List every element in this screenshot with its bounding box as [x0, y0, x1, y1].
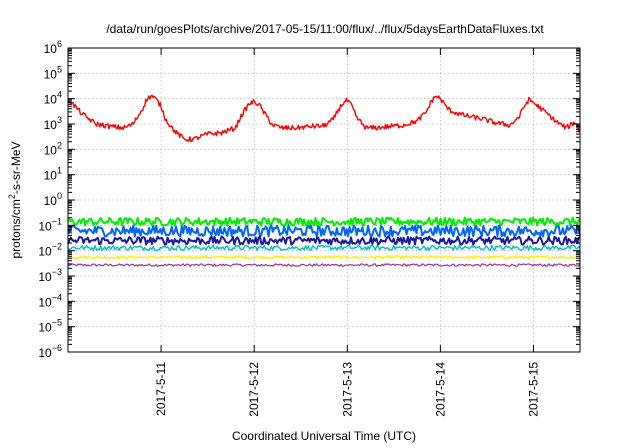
series-line: [67, 224, 581, 238]
x-tick-label: 2017-5-11: [154, 362, 168, 416]
x-tick-label: 2017-5-15: [526, 362, 540, 417]
y-tick-label: 10−6: [38, 343, 62, 360]
y-tick-label: 105: [44, 64, 62, 81]
series-line: [67, 263, 581, 267]
y-axis-label: protons/cm2-s-sr-MeV: [7, 141, 23, 258]
axis-ticks: 10−6 10−5 10−4 10−3 10−2 10−1 100 101 102 103 104 1…: [38, 39, 580, 417]
y-axis-label-superscript: 2: [7, 194, 17, 199]
series-line: [67, 94, 581, 143]
y-tick-label: 10−2: [38, 242, 62, 259]
y-axis-label-part: protons/cm: [9, 199, 23, 258]
y-tick-label: 104: [44, 90, 62, 107]
grid: [68, 48, 580, 352]
y-tick-label: 100: [44, 191, 62, 208]
y-tick-label: 10−1: [38, 216, 62, 233]
x-tick-label: 2017-5-14: [433, 362, 447, 417]
series-line: [67, 216, 581, 227]
y-tick-label: 10−4: [38, 292, 62, 309]
x-tick-label: 2017-5-12: [247, 362, 261, 417]
y-tick-label: 10−3: [38, 267, 62, 284]
series-line: [67, 255, 581, 260]
y-axis-label-part: -s-sr-MeV: [9, 141, 23, 194]
x-tick-label: 2017-5-13: [340, 362, 354, 417]
y-tick-label: 102: [44, 140, 62, 157]
series-line: [67, 235, 581, 246]
chart-title: /data/run/goesPlots/archive/2017-05-15/1…: [106, 22, 544, 36]
y-tick-label: 10−5: [38, 318, 62, 335]
y-tick-label: 101: [44, 166, 62, 183]
y-tick-label: 106: [44, 39, 62, 56]
plot-series: [67, 94, 581, 267]
y-tick-label: 103: [44, 115, 62, 132]
x-axis-label: Coordinated Universal Time (UTC): [232, 429, 416, 443]
series-line: [67, 244, 581, 251]
